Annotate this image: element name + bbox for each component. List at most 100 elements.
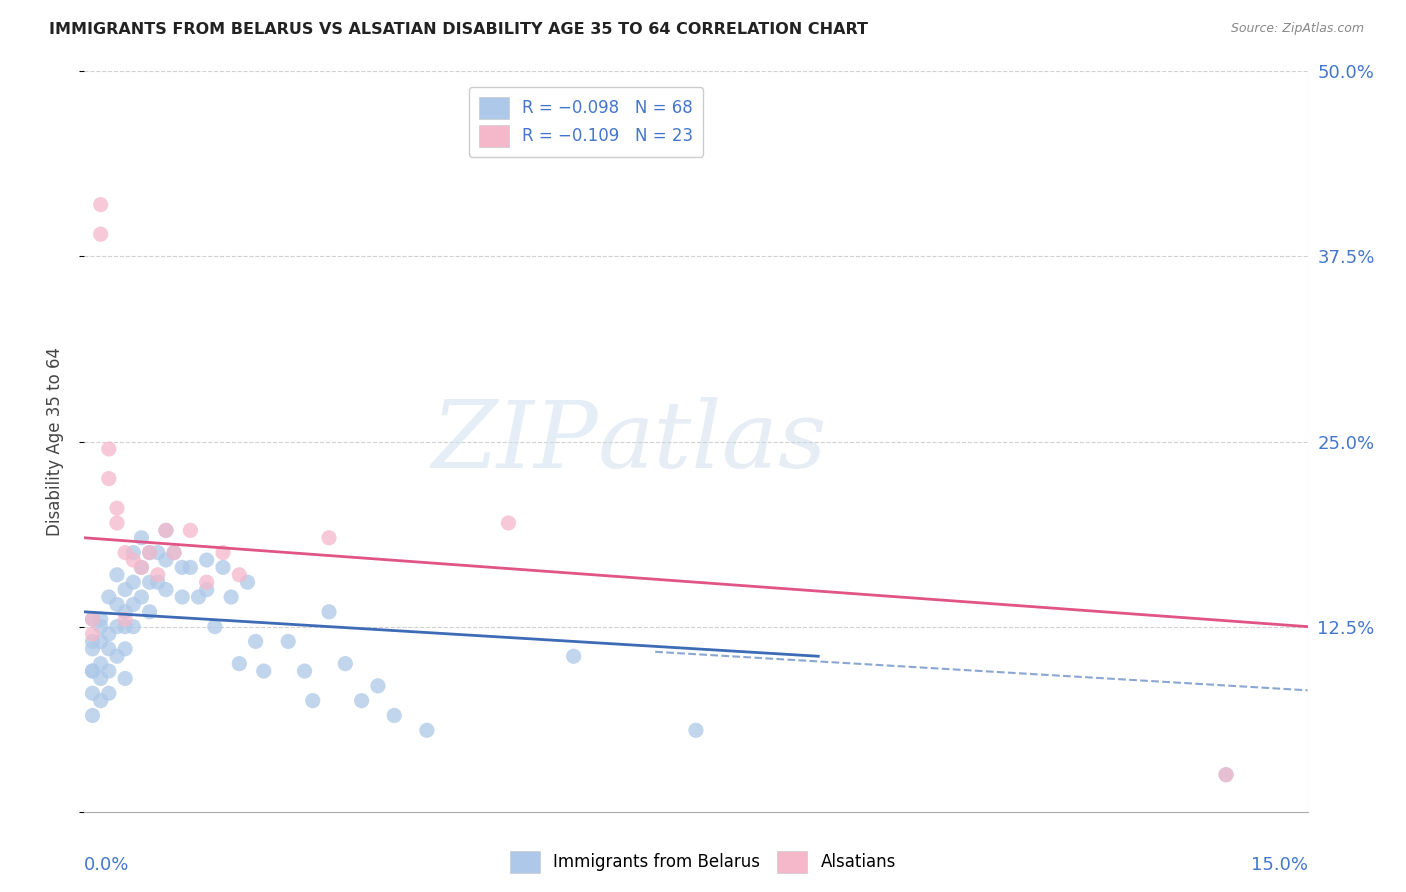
Point — [131, 560, 153, 574]
Point — [82, 708, 104, 723]
Point — [105, 501, 128, 516]
Point — [172, 560, 194, 574]
Point — [212, 546, 235, 560]
Point — [114, 641, 136, 656]
Point — [105, 598, 128, 612]
Point — [228, 657, 250, 671]
Point — [1215, 767, 1237, 781]
Point — [179, 524, 201, 538]
Point — [114, 546, 136, 560]
Point — [1215, 767, 1237, 781]
Point — [82, 634, 104, 648]
Legend: Immigrants from Belarus, Alsatians: Immigrants from Belarus, Alsatians — [503, 845, 903, 880]
Legend: R = −0.098   N = 68, R = −0.109   N = 23: R = −0.098 N = 68, R = −0.109 N = 23 — [468, 87, 703, 157]
Text: 0.0%: 0.0% — [84, 856, 129, 874]
Point — [90, 657, 112, 671]
Point — [163, 546, 186, 560]
Point — [562, 649, 585, 664]
Point — [97, 664, 120, 678]
Point — [294, 664, 316, 678]
Point — [82, 612, 104, 626]
Point — [253, 664, 276, 678]
Point — [114, 619, 136, 633]
Point — [105, 619, 128, 633]
Point — [195, 575, 218, 590]
Point — [90, 612, 112, 626]
Point — [90, 227, 112, 242]
Point — [82, 664, 104, 678]
Point — [82, 686, 104, 700]
Point — [245, 634, 267, 648]
Point — [122, 546, 145, 560]
Point — [82, 641, 104, 656]
Point — [97, 686, 120, 700]
Point — [228, 567, 250, 582]
Point — [90, 634, 112, 648]
Point — [82, 612, 104, 626]
Point — [90, 672, 112, 686]
Point — [277, 634, 299, 648]
Point — [382, 708, 405, 723]
Point — [122, 575, 145, 590]
Point — [172, 590, 194, 604]
Point — [114, 605, 136, 619]
Point — [498, 516, 520, 530]
Text: atlas: atlas — [598, 397, 828, 486]
Point — [90, 694, 112, 708]
Point — [131, 531, 153, 545]
Point — [236, 575, 259, 590]
Point — [367, 679, 389, 693]
Point — [131, 590, 153, 604]
Point — [122, 598, 145, 612]
Point — [155, 524, 177, 538]
Text: 15.0%: 15.0% — [1250, 856, 1308, 874]
Point — [219, 590, 242, 604]
Point — [195, 582, 218, 597]
Point — [122, 619, 145, 633]
Y-axis label: Disability Age 35 to 64: Disability Age 35 to 64 — [45, 347, 63, 536]
Point — [138, 546, 160, 560]
Point — [90, 619, 112, 633]
Point — [301, 694, 323, 708]
Point — [90, 197, 112, 211]
Point — [163, 546, 186, 560]
Text: ZIP: ZIP — [432, 397, 598, 486]
Text: IMMIGRANTS FROM BELARUS VS ALSATIAN DISABILITY AGE 35 TO 64 CORRELATION CHART: IMMIGRANTS FROM BELARUS VS ALSATIAN DISA… — [49, 22, 869, 37]
Point — [97, 627, 120, 641]
Point — [138, 575, 160, 590]
Point — [82, 627, 104, 641]
Point — [82, 664, 104, 678]
Point — [97, 442, 120, 456]
Point — [97, 590, 120, 604]
Point — [318, 605, 340, 619]
Point — [97, 641, 120, 656]
Point — [146, 567, 169, 582]
Point — [212, 560, 235, 574]
Point — [114, 672, 136, 686]
Point — [416, 723, 439, 738]
Point — [155, 553, 177, 567]
Point — [350, 694, 373, 708]
Point — [146, 546, 169, 560]
Point — [105, 649, 128, 664]
Point — [155, 524, 177, 538]
Point — [114, 582, 136, 597]
Point — [131, 560, 153, 574]
Point — [335, 657, 357, 671]
Text: Source: ZipAtlas.com: Source: ZipAtlas.com — [1230, 22, 1364, 36]
Point — [138, 546, 160, 560]
Point — [179, 560, 201, 574]
Point — [155, 582, 177, 597]
Point — [122, 553, 145, 567]
Point — [97, 471, 120, 485]
Point — [204, 619, 226, 633]
Point — [114, 612, 136, 626]
Point — [195, 553, 218, 567]
Point — [105, 567, 128, 582]
Point — [187, 590, 209, 604]
Point — [318, 531, 340, 545]
Point — [105, 516, 128, 530]
Point — [138, 605, 160, 619]
Point — [685, 723, 707, 738]
Point — [146, 575, 169, 590]
